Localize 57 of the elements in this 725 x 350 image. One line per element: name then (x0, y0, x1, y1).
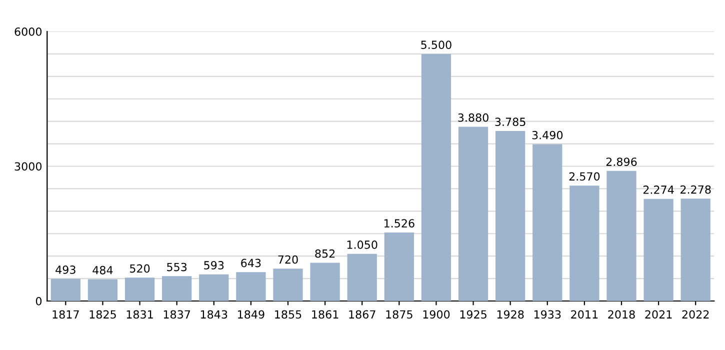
bar (606, 170, 636, 301)
bar (570, 186, 600, 301)
data-label: 5.500 (421, 40, 452, 50)
x-tick-label: 1817 (52, 310, 79, 319)
x-tick-label: 2011 (571, 310, 598, 319)
bar (384, 232, 414, 301)
data-label: 1.526 (384, 219, 414, 228)
data-label: 3.490 (532, 130, 563, 140)
x-tick-label: 1843 (200, 310, 228, 319)
x-tick-label: 1925 (460, 310, 486, 319)
data-label: 593 (204, 261, 224, 270)
x-tick-label: 2021 (645, 310, 672, 319)
data-label: 493 (56, 266, 76, 274)
bar (124, 278, 155, 301)
data-label: 520 (130, 264, 150, 273)
bar (458, 126, 488, 301)
x-tick-label: 1875 (386, 310, 412, 319)
x-tick-label: 2018 (608, 310, 635, 319)
bar (236, 272, 266, 301)
x-tick-label: 1831 (126, 310, 153, 319)
data-label: 3.785 (495, 118, 526, 126)
data-label: 1.050 (347, 240, 378, 249)
data-label: 852 (315, 249, 335, 258)
bar (273, 268, 303, 301)
x-tick-label: 1928 (497, 310, 524, 319)
data-label: 2.570 (569, 172, 600, 181)
bar (347, 254, 377, 301)
bar (644, 198, 674, 301)
bar (310, 262, 340, 301)
x-tick-label: 1933 (534, 310, 561, 319)
bar (495, 130, 526, 301)
x-tick-label: 1900 (423, 310, 450, 319)
y-tick-label: 3000 (14, 162, 42, 171)
data-label: 720 (278, 255, 298, 264)
data-label: 2.274 (643, 186, 674, 194)
data-label: 2.896 (606, 158, 637, 166)
bar (532, 144, 562, 301)
x-tick-label: 1837 (164, 310, 190, 319)
bar (421, 54, 452, 301)
x-tick-label: 1861 (312, 310, 338, 319)
bar (199, 274, 229, 301)
bar (162, 276, 192, 301)
data-label: 484 (92, 266, 113, 274)
bar (88, 279, 118, 301)
data-label: 2.278 (680, 185, 711, 194)
bar (680, 198, 710, 301)
y-tick-label: 0 (36, 296, 42, 306)
x-tick-label: 2022 (682, 310, 709, 319)
data-label: 3.880 (458, 113, 488, 122)
x-tick-label: 1855 (275, 310, 302, 319)
bar (50, 278, 80, 301)
x-tick-label: 1825 (90, 310, 116, 319)
data-label: 643 (241, 258, 261, 268)
x-tick-label: 1849 (238, 310, 264, 319)
y-tick-label: 6000 (14, 27, 42, 36)
data-label: 553 (167, 262, 187, 272)
x-tick-label: 1867 (349, 310, 376, 319)
